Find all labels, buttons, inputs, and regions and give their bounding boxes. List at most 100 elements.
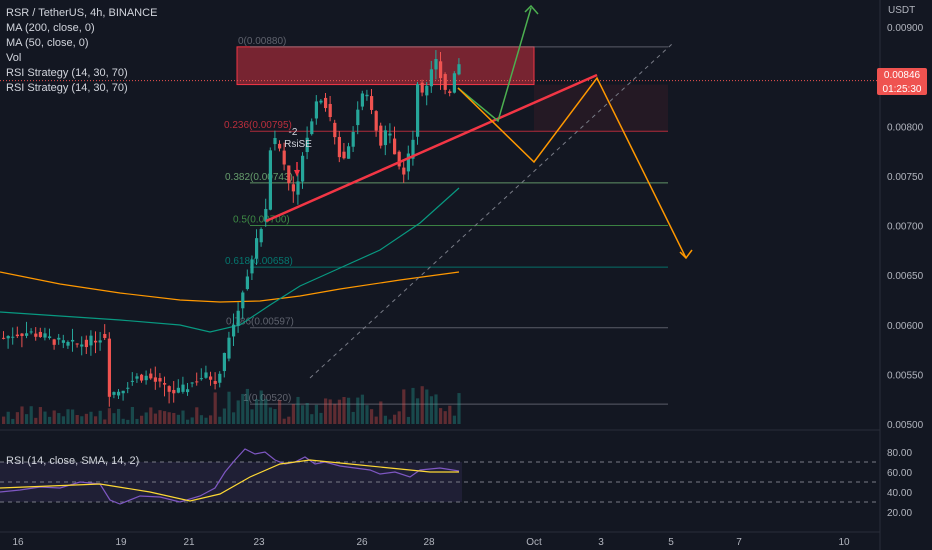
candle-body: [218, 373, 222, 383]
ma50-line: [0, 187, 460, 333]
candle-body: [388, 133, 392, 136]
candle-body: [94, 340, 98, 343]
volume-bar: [416, 398, 420, 424]
candle-body: [48, 336, 52, 338]
candle-body: [314, 101, 318, 119]
candle-body: [365, 94, 369, 97]
volume-bar: [163, 411, 167, 424]
candle-body: [429, 69, 433, 87]
candle-body: [84, 339, 88, 348]
volume-bar: [324, 398, 328, 424]
candle-body: [411, 139, 415, 159]
candle-body: [2, 337, 6, 339]
candle-body: [264, 209, 268, 222]
volume-bar: [43, 411, 47, 424]
candle-body: [439, 61, 443, 79]
volume-bar: [25, 414, 29, 424]
volume-bar: [38, 407, 42, 424]
support-trendline: [265, 73, 598, 223]
fib-level-label: 0(0.00880): [238, 36, 286, 47]
candle-body: [347, 146, 351, 159]
time-tick-label: 16: [12, 537, 24, 548]
bullish-projection: [457, 7, 532, 123]
rsi-legend[interactable]: RSI (14, close, SMA, 14, 2): [6, 455, 140, 467]
volume-bar: [66, 409, 70, 424]
volume-bar: [268, 407, 272, 424]
time-tick-label: 21: [183, 537, 195, 548]
volume-bar: [429, 396, 433, 424]
volume-bar: [75, 414, 79, 424]
candle-body: [25, 333, 29, 336]
volume-bar: [84, 413, 88, 424]
fib-level-label: 0.382(0.00743): [225, 172, 293, 183]
volume-bar: [135, 418, 139, 424]
current-price-tag: 0.00846 01:25:30: [877, 68, 927, 95]
volume-bar: [356, 397, 360, 424]
candle-body: [337, 136, 341, 158]
price-tick-label: 0.00550: [887, 370, 924, 381]
fib-level-label: 0.5(0.00700): [233, 215, 290, 226]
candle-body: [112, 392, 116, 395]
volume-bar: [374, 416, 378, 424]
indicator-rsi-strategy[interactable]: RSI Strategy (14, 30, 70): [6, 67, 128, 79]
candle-body: [305, 137, 309, 153]
volume-bar: [186, 419, 190, 424]
volume-bar: [379, 401, 383, 424]
indicator-rsi-strategy-2[interactable]: RSI Strategy (14, 30, 70): [6, 82, 128, 94]
candle-body: [71, 339, 75, 342]
candle-body: [324, 97, 328, 109]
candle-body: [57, 337, 61, 340]
symbol-title: RSR / TetherUS, 4h, BINANCE: [6, 7, 158, 19]
volume-bar: [98, 410, 102, 424]
candle-body: [393, 138, 397, 155]
candle-body: [356, 109, 360, 126]
candle-body: [107, 338, 111, 397]
volume-bar: [130, 406, 134, 424]
price-tick-label: 0.00500: [887, 420, 924, 431]
candle-body: [379, 125, 383, 146]
candle-body: [255, 238, 259, 259]
indicator-ma50[interactable]: MA (50, close, 0): [6, 37, 89, 49]
candle-body: [213, 381, 217, 384]
candle-body: [66, 341, 70, 346]
volume-bar: [314, 404, 318, 424]
volume-bar: [232, 412, 236, 424]
time-tick-label: 19: [115, 537, 127, 548]
candle-body: [273, 138, 277, 145]
candle-body: [121, 390, 125, 394]
candle-body: [328, 103, 332, 118]
rsi-tick-label: 80.00: [887, 448, 912, 459]
volume-bar: [310, 414, 314, 424]
volume-bar: [360, 394, 364, 424]
volume-bar: [57, 413, 61, 424]
volume-bar: [282, 418, 286, 424]
volume-bar: [365, 405, 369, 424]
volume-bar: [15, 412, 19, 424]
candle-body: [259, 229, 263, 243]
time-tick-label: 7: [736, 537, 742, 548]
resistance-shadow: [534, 84, 668, 132]
volume-bar: [411, 387, 415, 424]
time-tick-label: Oct: [526, 537, 542, 548]
candle-body: [38, 331, 42, 337]
candle-body: [360, 93, 364, 107]
volume-bar: [351, 411, 355, 424]
candle-body: [452, 73, 456, 93]
candle-body: [172, 389, 176, 394]
candle-body: [149, 373, 153, 379]
candle-body: [406, 153, 410, 172]
volume-bar: [448, 405, 452, 424]
indicator-vol[interactable]: Vol: [6, 52, 22, 64]
candle-body: [199, 378, 203, 380]
time-tick-label: 28: [423, 537, 435, 548]
candle-body: [342, 151, 346, 159]
candle-body: [250, 259, 254, 274]
candle-body: [117, 391, 121, 396]
time-tick-label: 5: [668, 537, 674, 548]
volume-bar: [393, 414, 397, 424]
signal-label: RsiSE: [284, 139, 312, 150]
indicator-ma200[interactable]: MA (200, close, 0): [6, 22, 95, 34]
candle-body: [34, 333, 38, 337]
volume-bar: [406, 416, 410, 424]
